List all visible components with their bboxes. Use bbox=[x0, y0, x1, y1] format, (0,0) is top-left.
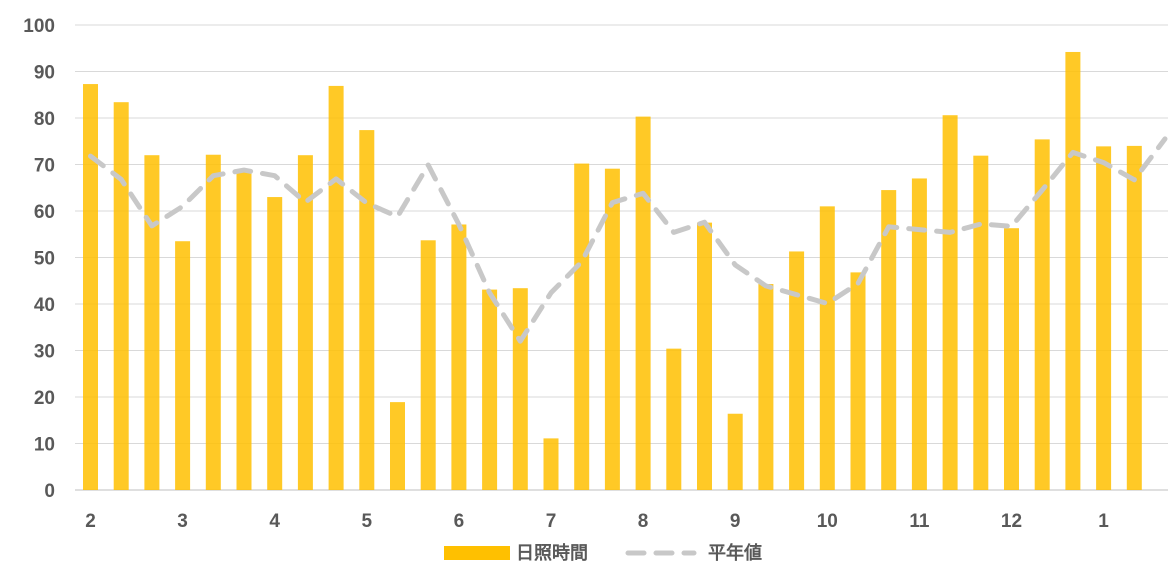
bar bbox=[1096, 146, 1112, 491]
bar bbox=[359, 130, 375, 490]
bar bbox=[819, 206, 835, 490]
y-tick-label: 60 bbox=[34, 202, 55, 223]
y-tick-label: 50 bbox=[34, 249, 55, 270]
bar bbox=[727, 413, 743, 490]
legend-swatch-bar bbox=[444, 546, 510, 560]
gridlines bbox=[75, 24, 1168, 491]
line-series bbox=[88, 136, 1168, 344]
normal-value-line bbox=[88, 136, 1168, 344]
y-tick-label: 100 bbox=[23, 16, 55, 37]
y-tick-label: 30 bbox=[34, 342, 55, 363]
bar bbox=[1126, 145, 1142, 490]
bar bbox=[236, 171, 252, 490]
bar bbox=[789, 251, 805, 490]
legend-label-normal: 平年値 bbox=[708, 542, 762, 563]
bar bbox=[1034, 139, 1050, 490]
bar bbox=[144, 155, 160, 490]
bar bbox=[451, 224, 467, 491]
x-tick-label: 11 bbox=[909, 511, 930, 532]
bar bbox=[113, 102, 129, 490]
legend: 日照時間 平年値 bbox=[444, 542, 762, 563]
bar bbox=[574, 163, 590, 490]
x-tick-label: 4 bbox=[269, 511, 280, 532]
x-tick-label: 8 bbox=[638, 511, 649, 532]
bar-series bbox=[83, 51, 1142, 491]
y-tick-label: 70 bbox=[34, 156, 55, 177]
bar bbox=[758, 284, 774, 490]
y-axis-tick-labels: 0 10 20 30 40 50 60 70 80 90 100 bbox=[23, 16, 55, 502]
y-tick-label: 20 bbox=[34, 388, 55, 409]
bar bbox=[666, 348, 682, 490]
bar bbox=[297, 155, 313, 490]
bar bbox=[635, 116, 651, 490]
bar bbox=[942, 115, 958, 491]
bar bbox=[1065, 51, 1081, 490]
bar bbox=[881, 190, 897, 490]
x-axis-tick-labels: 2 3 4 5 6 7 8 9 10 11 12 1 bbox=[85, 511, 1109, 532]
bar bbox=[175, 241, 191, 490]
bar bbox=[911, 178, 927, 490]
bar bbox=[390, 402, 405, 490]
x-tick-label: 7 bbox=[546, 511, 557, 532]
x-tick-label: 2 bbox=[85, 511, 96, 532]
y-tick-label: 90 bbox=[34, 63, 55, 84]
x-tick-label: 1 bbox=[1098, 511, 1109, 532]
bar bbox=[205, 154, 221, 491]
bar bbox=[328, 85, 344, 490]
y-tick-label: 40 bbox=[34, 295, 55, 316]
bar bbox=[512, 288, 528, 490]
x-tick-label: 9 bbox=[730, 511, 741, 532]
y-tick-label: 0 bbox=[44, 481, 55, 502]
bar bbox=[482, 289, 498, 490]
legend-label-sunshine: 日照時間 bbox=[516, 543, 588, 563]
y-tick-label: 10 bbox=[34, 435, 55, 456]
x-tick-label: 10 bbox=[817, 511, 838, 532]
x-tick-label: 5 bbox=[362, 511, 373, 532]
x-tick-label: 6 bbox=[454, 511, 465, 532]
x-tick-label: 3 bbox=[177, 511, 188, 532]
bar bbox=[1004, 228, 1019, 490]
x-tick-label: 12 bbox=[1001, 511, 1022, 532]
bar bbox=[604, 168, 620, 490]
y-tick-label: 80 bbox=[34, 109, 55, 130]
bar bbox=[697, 222, 712, 490]
bar bbox=[973, 155, 989, 491]
bar bbox=[420, 240, 436, 490]
bar bbox=[543, 438, 559, 490]
bar bbox=[267, 197, 283, 491]
bar bbox=[850, 272, 866, 490]
bar bbox=[83, 84, 98, 491]
